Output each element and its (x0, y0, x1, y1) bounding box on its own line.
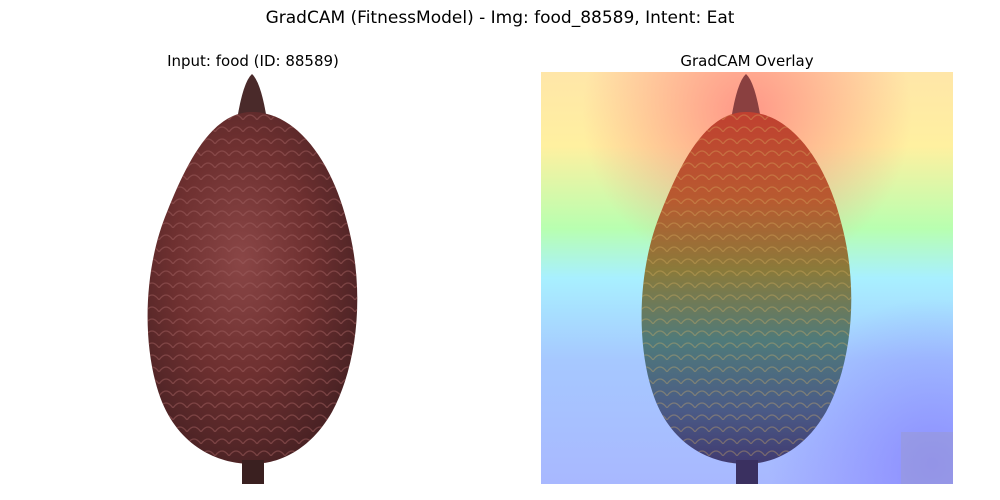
gradcam-overlay (541, 72, 953, 484)
input-image (47, 72, 459, 484)
overlay-panel-title: GradCAM Overlay (541, 52, 953, 70)
input-image-svg (47, 72, 459, 484)
gradcam-overlay-svg (541, 72, 953, 484)
input-panel-title: Input: food (ID: 88589) (47, 52, 459, 70)
fruit-bottom-stem (242, 460, 264, 484)
figure-title: GradCAM (FitnessModel) - Img: food_88589… (0, 8, 1000, 28)
overlay-fruit-bottom-stem (736, 460, 758, 484)
